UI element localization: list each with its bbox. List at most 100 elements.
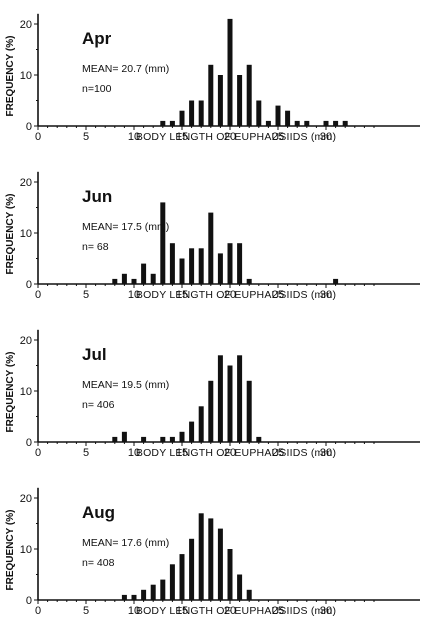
x-tick-label: 30 [320,447,332,459]
histogram-bar [179,258,185,284]
histogram-bar [227,365,233,442]
x-tick-label: 20 [224,605,236,617]
histogram-bar [342,120,348,126]
histogram-bar [169,436,175,442]
x-tick-label: 25 [272,289,284,301]
month-label: Aug [82,503,115,522]
histogram-bar [169,564,175,600]
y-tick-label: 0 [26,595,32,607]
x-tick-label: 5 [83,289,89,301]
y-axis-label: FREQUENCY (%) [5,352,16,433]
x-tick-label: 15 [176,289,188,301]
histogram-bar [150,584,156,600]
x-tick-label: 0 [35,447,41,459]
histogram-bar [237,355,243,442]
histogram-bar [141,263,147,284]
histogram-bar [217,528,223,600]
histogram-bar [208,212,214,284]
x-tick-label: 0 [35,605,41,617]
x-tick-label: 20 [224,131,236,143]
histogram-bar [160,202,166,284]
histogram-bar [246,278,252,284]
y-tick-label: 10 [20,70,32,82]
histogram-bar [112,436,118,442]
x-tick-label: 15 [176,605,188,617]
month-label: Apr [82,29,112,48]
histogram-bar [198,513,204,600]
x-tick-label: 25 [272,447,284,459]
sample-size-label: n= 406 [82,399,115,411]
histogram-bar [208,64,214,126]
histogram-bar [189,248,195,284]
histogram-bar [179,431,185,442]
histogram-bar [285,110,291,126]
histogram-panel-2: 0 5 10 15 20 25 30 0 10 20 BODY LENGTH OF EUPHAUSI… [0,316,428,474]
y-tick-label: 10 [20,544,32,556]
histogram-bar [169,243,175,284]
histogram-bar [141,589,147,600]
x-tick-label: 5 [83,131,89,143]
x-tick-label: 0 [35,131,41,143]
histogram-bar [179,110,185,126]
histogram-bar [189,538,195,600]
x-tick-label: 10 [128,447,140,459]
y-tick-label: 0 [26,279,32,291]
histogram-bar [150,273,156,284]
histogram-bar [323,120,329,126]
x-tick-label: 0 [35,289,41,301]
y-axis-label: FREQUENCY (%) [5,510,16,591]
histogram-bar [227,243,233,284]
y-tick-label: 10 [20,228,32,240]
histogram-bar [160,120,166,126]
histogram-bar [265,120,271,126]
histogram-bar [237,75,243,126]
x-tick-label: 30 [320,289,332,301]
histogram-panel-1: 0 5 10 15 20 25 30 0 10 20 BODY LENGTH OF EUPHAUSI… [0,158,428,316]
histogram-bar [189,100,195,126]
histogram-bar [294,120,300,126]
y-tick-label: 20 [20,19,32,31]
x-tick-label: 20 [224,447,236,459]
histogram-bar [246,380,252,442]
y-tick-label: 20 [20,335,32,347]
histogram-bar [198,406,204,442]
y-tick-label: 0 [26,437,32,449]
histogram-bar [333,278,339,284]
histogram-bar [304,120,310,126]
histogram-bar [131,278,137,284]
y-tick-label: 0 [26,121,32,133]
histogram-bar [169,120,175,126]
histogram-bar [160,436,166,442]
histogram-bar [217,355,223,442]
x-tick-label: 10 [128,605,140,617]
histogram-bar [198,248,204,284]
histogram-bar [246,589,252,600]
y-tick-label: 10 [20,386,32,398]
y-tick-label: 20 [20,493,32,505]
histogram-bar [256,100,262,126]
y-axis-label: FREQUENCY (%) [5,194,16,275]
x-tick-label: 10 [128,289,140,301]
mean-label: MEAN= 17.6 (mm) [82,537,169,549]
x-tick-label: 5 [83,605,89,617]
x-tick-label: 25 [272,605,284,617]
histogram-bar [256,436,262,442]
histogram-panel-0: 0 5 10 15 20 25 30 0 10 20 BODY LENGTH OF EUPHAUSI… [0,0,428,158]
histogram-bar [237,243,243,284]
x-tick-label: 20 [224,289,236,301]
x-axis-label: BODY LENGTH OF EUPHAUSIIDS (mm) [136,131,336,143]
mean-label: MEAN= 20.7 (mm) [82,63,169,75]
histogram-bar [121,431,127,442]
y-tick-label: 20 [20,177,32,189]
histogram-bar [275,105,281,126]
sample-size-label: n= 68 [82,241,109,253]
histogram-bar [208,380,214,442]
month-label: Jun [82,187,112,206]
x-tick-label: 30 [320,131,332,143]
histogram-bar [179,554,185,600]
histogram-bar [160,579,166,600]
histogram-bar [208,518,214,600]
